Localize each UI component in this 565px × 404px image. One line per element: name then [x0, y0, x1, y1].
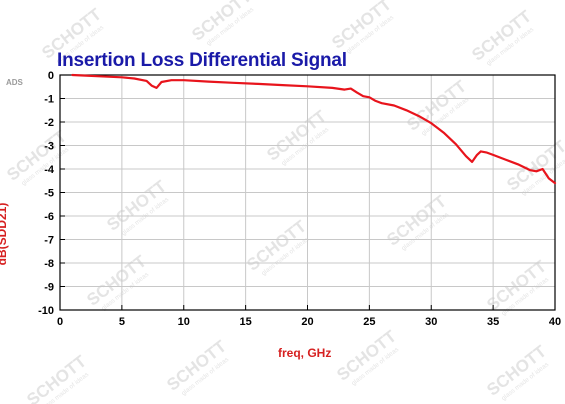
x-tick-label: 10	[178, 316, 190, 328]
x-tick-label: 25	[363, 316, 375, 328]
chart-title: Insertion Loss Differential Signal	[57, 50, 347, 71]
y-tick-labels: 0 -1 -2 -3 -4 -5 -6 -7 -8 -9 -10	[38, 70, 55, 317]
y-tick-label: -3	[44, 141, 54, 153]
y-tick-label: -7	[44, 235, 54, 247]
y-tick-label: -5	[44, 188, 54, 200]
y-tick-label: -10	[38, 305, 54, 317]
watermark-brand: SCHOTT	[188, 0, 255, 45]
x-tick-label: 35	[487, 316, 499, 328]
x-tick-label: 30	[425, 316, 437, 328]
y-tick-label: -8	[44, 258, 54, 270]
y-tick-label: -9	[44, 282, 54, 294]
x-tick-label: 40	[549, 316, 561, 328]
series-line	[71, 73, 557, 185]
y-tick-label: 0	[48, 70, 54, 82]
y-tick-label: -4	[44, 164, 55, 176]
y-axis-label: dB(SDD21)	[0, 202, 9, 266]
x-tick-label: 5	[119, 316, 125, 328]
x-tick-label: 0	[57, 316, 63, 328]
series-layer	[71, 73, 557, 185]
tool-tag: ADS	[6, 78, 23, 87]
x-tick-labels: 0 5 10 15 20 25 30 35 40	[57, 316, 561, 328]
x-axis-label: freq, GHz	[278, 346, 332, 360]
y-tick-label: -2	[44, 117, 54, 129]
x-tick-label: 20	[301, 316, 313, 328]
y-tick-label: -6	[44, 211, 54, 223]
y-tick-label: -1	[44, 94, 54, 106]
axes	[59, 74, 556, 311]
x-tick-label: 15	[240, 316, 252, 328]
